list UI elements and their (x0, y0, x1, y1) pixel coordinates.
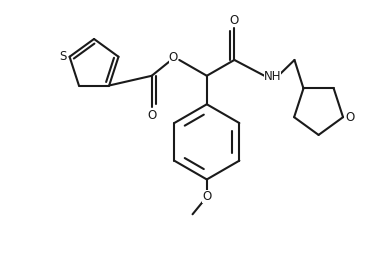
Text: O: O (202, 190, 211, 203)
Text: S: S (59, 50, 67, 63)
Text: O: O (345, 111, 355, 124)
Text: O: O (147, 109, 156, 122)
Text: NH: NH (263, 70, 281, 83)
Text: O: O (230, 14, 239, 27)
Text: O: O (169, 51, 178, 65)
